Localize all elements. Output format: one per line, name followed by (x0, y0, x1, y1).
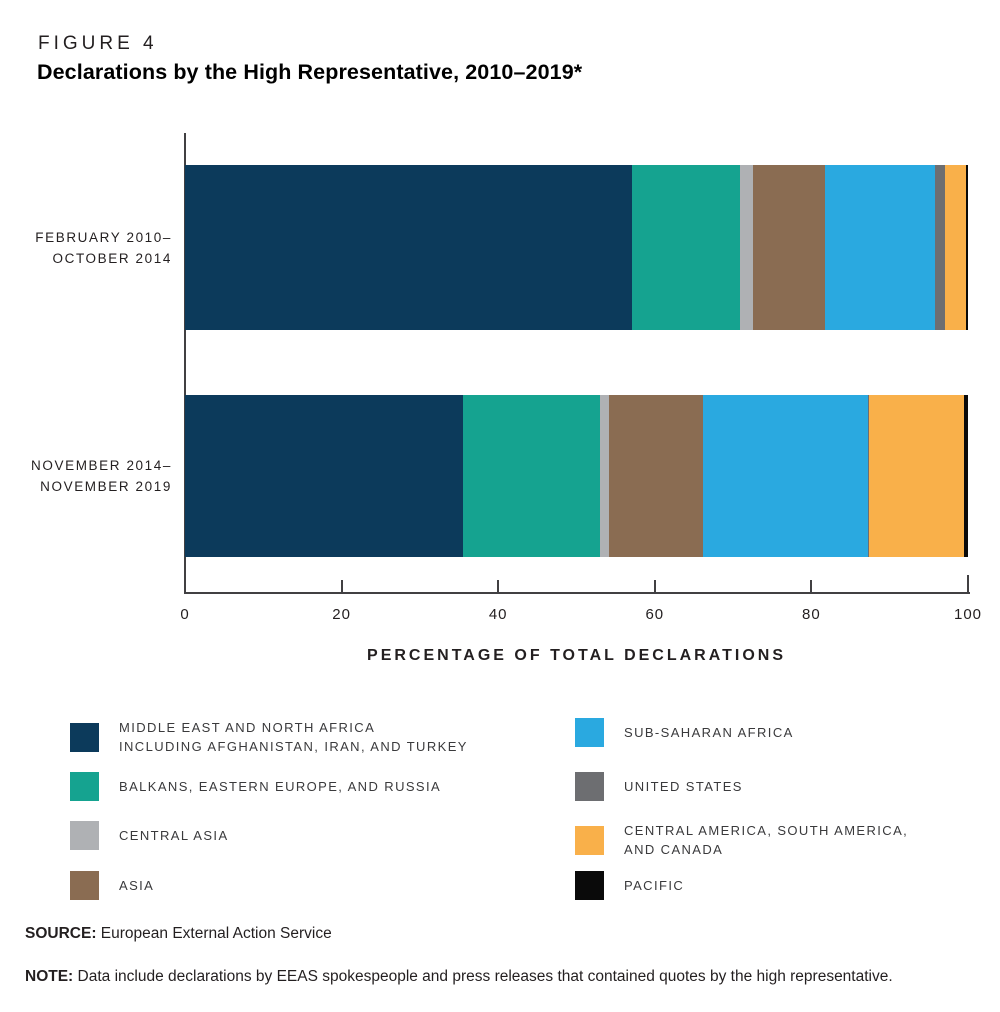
segment (964, 395, 968, 557)
note-label: NOTE: (25, 968, 74, 985)
x-tick-label-20: 20 (332, 606, 351, 623)
legend-label: ASIA (119, 878, 155, 893)
legend-item: BALKANS, EASTERN EUROPE, AND RUSSIA (70, 772, 441, 801)
note-text: Data include declarations by EEAS spokes… (77, 968, 893, 985)
category-label-0: FEBRUARY 2010– OCTOBER 2014 (35, 229, 172, 266)
segment (599, 395, 610, 557)
x-tick-60 (653, 580, 656, 592)
x-tick-40 (497, 580, 500, 592)
legend-swatch (70, 722, 99, 752)
segment (185, 165, 633, 330)
segment (935, 165, 946, 330)
bar-row-1 (185, 395, 968, 557)
source-line: SOURCE: European External Action Service (25, 925, 332, 943)
segment (632, 165, 741, 330)
legend-swatch (575, 825, 604, 855)
segment (752, 165, 825, 330)
note-line: NOTE: Data include declarations by EEAS … (25, 968, 893, 986)
segment (824, 165, 936, 330)
x-tick-label-0: 0 (180, 606, 190, 623)
source-text: European External Action Service (100, 925, 332, 942)
legend-label: BALKANS, EASTERN EUROPE, AND RUSSIA (119, 779, 442, 794)
legend-swatch (70, 772, 99, 801)
legend-item: ASIA (70, 871, 154, 900)
legend-item: UNITED STATES (575, 772, 743, 801)
x-tick-label-40: 40 (488, 606, 508, 623)
legend-label: CENTRAL ASIA (119, 828, 229, 843)
legend-label: CENTRAL AMERICA, SOUTH AMERICA, AND CANA… (624, 823, 909, 857)
segment (966, 165, 968, 330)
segment (869, 395, 965, 557)
legend-item: CENTRAL ASIA (70, 821, 229, 850)
bar-row-0 (185, 165, 968, 330)
x-tick-80 (810, 580, 813, 592)
segment (703, 395, 868, 557)
segment (945, 165, 967, 330)
segment (740, 165, 753, 330)
legend-label: SUB-SAHARAN AFRICA (624, 725, 794, 740)
legend-label: PACIFIC (624, 878, 685, 893)
x-tick-100 (967, 575, 969, 592)
x-tick-label-60: 60 (645, 606, 665, 623)
segment (462, 395, 600, 557)
x-axis-title: PERCENTAGE OF TOTAL DECLARATIONS (367, 647, 786, 664)
legend-item: SUB-SAHARAN AFRICA (575, 718, 794, 747)
legend-item: MIDDLE EAST AND NORTH AFRICA INCLUDING A… (70, 718, 468, 756)
segment (867, 395, 870, 557)
segment (609, 395, 704, 557)
legend-swatch (575, 871, 604, 900)
x-axis-line (184, 592, 970, 594)
legend-swatch (575, 772, 604, 801)
legend-label: MIDDLE EAST AND NORTH AFRICA INCLUDING A… (119, 720, 468, 754)
legend-item: CENTRAL AMERICA, SOUTH AMERICA, AND CANA… (575, 821, 908, 859)
x-tick-label-80: 80 (802, 606, 821, 623)
y-axis-line (184, 133, 186, 594)
chart-title: Declarations by the High Representative,… (37, 60, 583, 84)
x-tick-label-100: 100 (953, 606, 983, 623)
source-label: SOURCE: (25, 925, 97, 942)
legend-swatch (70, 821, 99, 850)
x-tick-20 (340, 580, 343, 592)
category-label-1: NOVEMBER 2014– NOVEMBER 2019 (31, 458, 172, 494)
legend-swatch (70, 871, 99, 900)
segment (185, 395, 463, 557)
legend-item: PACIFIC (575, 871, 684, 900)
legend-swatch (575, 718, 604, 747)
legend-label: UNITED STATES (624, 779, 743, 794)
figure-number-label: FIGURE 4 (38, 33, 158, 54)
